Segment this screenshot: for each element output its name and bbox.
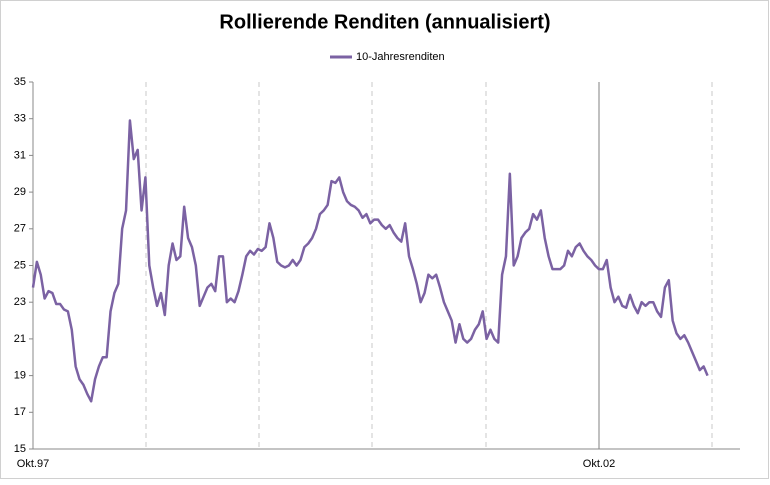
y-tick-label: 29 — [14, 186, 26, 198]
y-tick-label: 19 — [14, 370, 26, 382]
year-dividers — [145, 82, 713, 449]
y-tick-label: 27 — [14, 223, 26, 235]
y-tick-label: 23 — [14, 296, 26, 308]
y-tick-label: 35 — [14, 76, 26, 88]
chart-title: Rollierende Renditen (annualisiert) — [219, 11, 550, 33]
y-tick-label: 21 — [14, 333, 26, 345]
data-line — [31, 119, 709, 403]
y-tick-label: 31 — [14, 149, 26, 161]
y-tick-label: 33 — [14, 113, 26, 125]
y-tick-label: 15 — [14, 443, 26, 455]
legend-label: 10-Jahresrenditen — [356, 51, 445, 63]
y-tick-label: 17 — [14, 406, 26, 418]
x-tick-label: Okt.97 — [17, 458, 49, 470]
x-tick-label: Okt.02 — [583, 458, 615, 470]
y-tick-label: 25 — [14, 259, 26, 271]
